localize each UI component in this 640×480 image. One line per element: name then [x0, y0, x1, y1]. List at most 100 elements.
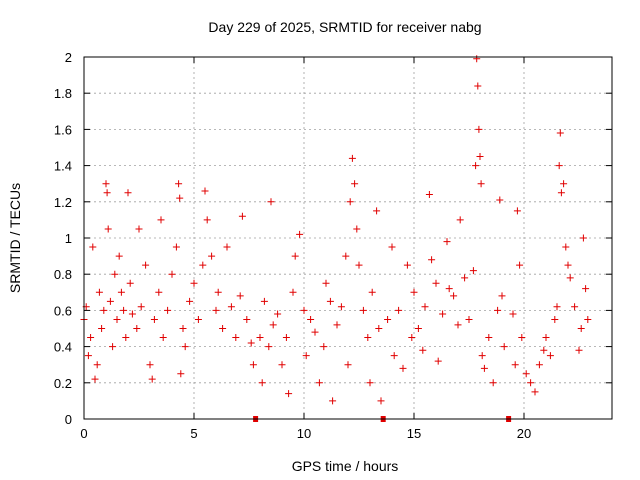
data-point [500, 343, 508, 351]
data-point [190, 279, 198, 287]
data-point [450, 292, 458, 300]
data-point [428, 256, 436, 264]
y-tick-label: 2 [65, 50, 72, 65]
data-point [359, 306, 367, 314]
data-point [344, 361, 352, 369]
data-point [137, 303, 145, 311]
data-point [212, 306, 220, 314]
data-point [135, 225, 143, 233]
data-point [214, 288, 222, 296]
data-point [109, 343, 117, 351]
data-point [159, 334, 167, 342]
data-point [522, 370, 530, 378]
data-point [219, 325, 227, 332]
data-point [249, 361, 257, 369]
data-point [582, 285, 590, 293]
data-point [465, 315, 473, 323]
data-point [337, 303, 345, 311]
data-point [342, 252, 350, 260]
data-point [269, 321, 277, 329]
y-tick-label: 1 [65, 231, 72, 246]
data-point [494, 306, 502, 314]
data-point [186, 297, 194, 305]
x-tick-label: 10 [297, 426, 311, 441]
data-point [432, 279, 440, 287]
data-point [474, 82, 482, 90]
data-point [208, 252, 216, 260]
data-point [461, 274, 469, 282]
data-point [146, 361, 154, 369]
data-point [518, 334, 526, 342]
y-tick-label: 0.6 [54, 303, 72, 318]
data-point [285, 390, 293, 398]
data-point [364, 334, 372, 342]
data-point [384, 315, 392, 323]
data-point [326, 297, 334, 305]
data-point [278, 361, 286, 369]
data-point [296, 230, 304, 238]
data-point [322, 279, 330, 287]
data-point [509, 310, 517, 318]
data-point [91, 375, 99, 383]
data-point [478, 352, 486, 360]
data-point [377, 397, 385, 405]
data-point [355, 261, 363, 269]
data-point [142, 261, 150, 269]
data-point [472, 162, 480, 170]
data-point [366, 379, 374, 387]
data-point [126, 279, 134, 287]
data-point [104, 225, 112, 233]
data-point [194, 315, 202, 323]
data-point [439, 310, 447, 318]
y-tick-label: 0.8 [54, 267, 72, 282]
data-point [333, 321, 341, 329]
data-point [133, 325, 141, 332]
data-points [80, 55, 592, 405]
data-point [113, 315, 121, 323]
data-point [201, 187, 209, 195]
data-point [320, 343, 328, 351]
data-point [419, 346, 427, 354]
data-point [348, 154, 356, 162]
data-point [498, 292, 506, 300]
data-point [560, 180, 568, 188]
data-point [346, 198, 354, 206]
data-point [421, 303, 429, 311]
data-point [408, 334, 416, 342]
y-tick-label: 1.2 [54, 195, 72, 210]
data-point [175, 180, 183, 188]
x-tick-label: 0 [80, 426, 87, 441]
data-point [267, 198, 275, 206]
data-point [555, 162, 563, 170]
data-point [311, 328, 319, 336]
y-tick-labels: 0 0.2 0.4 0.6 0.8 1 1.2 1.4 1.6 1.8 2 [54, 50, 72, 427]
data-point [475, 125, 483, 133]
data-point [445, 285, 453, 293]
data-point [566, 274, 574, 282]
data-point [179, 325, 187, 332]
data-point [232, 334, 240, 342]
data-point [227, 303, 235, 311]
data-point [480, 364, 488, 372]
data-point [414, 325, 422, 332]
data-point [390, 352, 398, 360]
data-point [274, 310, 282, 318]
data-point [557, 189, 565, 197]
data-point [473, 55, 481, 63]
data-point [102, 180, 110, 188]
data-point [513, 207, 521, 215]
y-axis-label: SRMTID / TECUs [7, 183, 23, 293]
data-point [203, 216, 211, 224]
x-tick-label: 5 [190, 426, 197, 441]
data-point [258, 379, 266, 387]
y-tick-label: 1.6 [54, 122, 72, 137]
data-point [236, 292, 244, 300]
y-tick-label: 0 [65, 412, 72, 427]
data-point [434, 357, 442, 365]
data-point [399, 364, 407, 372]
data-point [546, 352, 554, 360]
y-tick-label: 1.8 [54, 86, 72, 101]
data-point [516, 261, 524, 269]
data-point [98, 325, 106, 332]
